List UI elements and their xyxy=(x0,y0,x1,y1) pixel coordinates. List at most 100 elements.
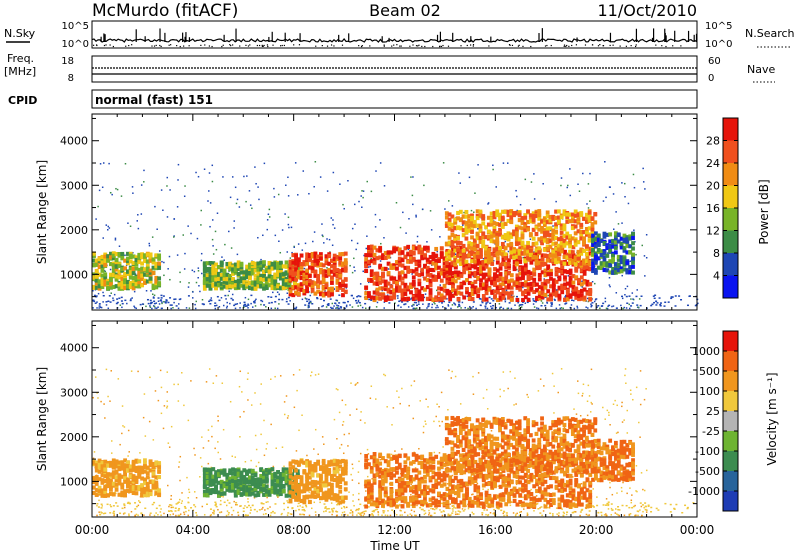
heatmap-cell xyxy=(523,267,528,272)
heatmap-cell xyxy=(343,289,348,294)
heatmap-cell xyxy=(397,256,402,261)
heatmap-cell xyxy=(546,289,551,294)
heatmap-cell xyxy=(556,243,561,248)
heatmap-cell xyxy=(562,212,567,217)
heatmap-cell xyxy=(140,266,145,271)
noise-cell xyxy=(110,292,113,294)
noise-cell xyxy=(342,203,344,206)
noise-cell xyxy=(340,306,343,308)
noise-cell xyxy=(178,514,181,517)
heatmap-cell xyxy=(109,285,113,290)
heatmap-cell xyxy=(605,261,610,266)
noise-cell xyxy=(505,289,508,292)
heatmap-cell xyxy=(307,252,312,258)
clutter-cell xyxy=(441,302,444,304)
heatmap-cell xyxy=(529,257,534,262)
noise-cell xyxy=(285,298,288,300)
heatmap-cell xyxy=(512,281,517,286)
noise-cell xyxy=(622,481,624,484)
noise-cell xyxy=(134,306,136,309)
heatmap-cell xyxy=(461,255,466,261)
noise-cell xyxy=(485,303,487,305)
noise-cell xyxy=(274,307,276,310)
heatmap-cell xyxy=(543,292,548,298)
heatmap-cell xyxy=(570,258,575,263)
heatmap-cell xyxy=(532,289,537,294)
heatmap-cell xyxy=(109,255,113,260)
heatmap-cell xyxy=(501,281,506,286)
noise-cell xyxy=(354,384,357,386)
heatmap-cell xyxy=(613,245,618,250)
noise-cell xyxy=(300,513,302,516)
heatmap-cell xyxy=(478,213,483,218)
heatmap-cell xyxy=(456,272,461,277)
heatmap-cell xyxy=(451,284,455,289)
heatmap-cell xyxy=(515,277,520,282)
nsearch-dot xyxy=(680,45,682,47)
noise-cell xyxy=(154,467,157,470)
heatmap-cell xyxy=(397,247,402,252)
noise-cell xyxy=(590,305,592,308)
heatmap-cell xyxy=(372,260,377,265)
heatmap-cell xyxy=(120,274,125,279)
heatmap-cell xyxy=(540,236,544,241)
heatmap-cell xyxy=(378,276,383,281)
noise-cell xyxy=(593,300,596,303)
heatmap-cell xyxy=(420,294,425,299)
heatmap-cell xyxy=(239,267,244,272)
heatmap-cell xyxy=(493,294,497,299)
noise-cell xyxy=(127,429,130,432)
heatmap-cell xyxy=(239,261,244,266)
heatmap-cell xyxy=(498,295,503,301)
heatmap-cell xyxy=(616,254,621,260)
heatmap-cell xyxy=(217,276,221,281)
heatmap-cell xyxy=(549,258,553,263)
heatmap-cell xyxy=(470,251,474,257)
noise-cell xyxy=(259,403,262,405)
noise-cell xyxy=(243,175,245,178)
heatmap-cell xyxy=(608,263,613,268)
heatmap-cell xyxy=(526,282,531,287)
heatmap-cell xyxy=(631,256,635,261)
heatmap-cell xyxy=(590,231,595,236)
heatmap-cell xyxy=(535,288,539,293)
noise-cell xyxy=(487,301,489,303)
noise-cell xyxy=(291,251,293,254)
nsearch-dot xyxy=(619,45,621,47)
heatmap-cell xyxy=(267,274,272,279)
noise-cell xyxy=(414,307,416,310)
noise-cell xyxy=(439,509,441,511)
heatmap-cell xyxy=(526,276,531,282)
nsearch-dot xyxy=(267,45,269,48)
noise-cell xyxy=(173,236,175,238)
heatmap-cell xyxy=(420,250,425,255)
heatmap-cell xyxy=(475,209,480,214)
noise-cell xyxy=(499,388,501,391)
heatmap-cell xyxy=(411,279,416,285)
noise-cell xyxy=(148,242,150,245)
clutter-cell xyxy=(519,304,522,306)
nsearch-dot xyxy=(488,45,490,47)
nsearch-dot xyxy=(261,44,263,46)
heatmap-cell xyxy=(526,297,531,302)
clutter-cell xyxy=(686,304,689,307)
heatmap-cell xyxy=(559,249,564,254)
noise-cell xyxy=(273,187,275,190)
heatmap-cell xyxy=(442,265,447,270)
heatmap-cell xyxy=(97,279,102,284)
noise-cell xyxy=(424,293,427,295)
heatmap-cell xyxy=(526,209,530,214)
nsearch-dot xyxy=(272,44,274,46)
heatmap-cell xyxy=(214,282,218,287)
heatmap-cell xyxy=(423,276,427,281)
noise-cell xyxy=(605,514,608,517)
heatmap-cell xyxy=(450,253,455,258)
noise-cell xyxy=(631,494,633,496)
noise-cell xyxy=(353,257,355,260)
clutter-cell xyxy=(260,299,263,302)
heatmap-cell xyxy=(335,278,340,283)
noise-cell xyxy=(412,417,415,420)
nsearch-dot xyxy=(511,44,514,47)
heatmap-cell xyxy=(551,292,556,297)
heatmap-cell xyxy=(495,268,500,273)
